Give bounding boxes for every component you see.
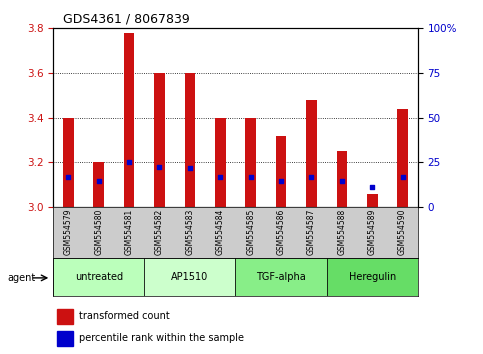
Point <box>156 164 163 170</box>
Point <box>186 165 194 171</box>
Text: GSM554585: GSM554585 <box>246 209 255 255</box>
Point <box>95 178 102 184</box>
Text: GSM554582: GSM554582 <box>155 209 164 255</box>
Bar <box>306 100 317 207</box>
Text: TGF-alpha: TGF-alpha <box>256 272 306 282</box>
Text: transformed count: transformed count <box>79 312 170 321</box>
Bar <box>398 109 408 207</box>
Text: GSM554581: GSM554581 <box>125 209 134 255</box>
Text: GSM554583: GSM554583 <box>185 209 194 255</box>
Point <box>64 174 72 180</box>
Text: GSM554589: GSM554589 <box>368 209 377 255</box>
Bar <box>327 258 418 296</box>
Text: Heregulin: Heregulin <box>349 272 396 282</box>
Bar <box>215 118 226 207</box>
Bar <box>124 33 134 207</box>
Text: GSM554587: GSM554587 <box>307 209 316 255</box>
Point <box>125 160 133 165</box>
Bar <box>185 73 195 207</box>
Text: GSM554588: GSM554588 <box>337 209 346 255</box>
Text: GSM554579: GSM554579 <box>64 209 73 255</box>
Text: GSM554590: GSM554590 <box>398 209 407 255</box>
Bar <box>144 258 236 296</box>
Bar <box>367 194 378 207</box>
Point <box>338 178 346 184</box>
Point <box>399 174 407 180</box>
Bar <box>154 73 165 207</box>
Text: AP1510: AP1510 <box>171 272 209 282</box>
Point <box>308 174 315 180</box>
Bar <box>245 118 256 207</box>
Bar <box>57 331 73 346</box>
Text: untreated: untreated <box>75 272 123 282</box>
Text: agent: agent <box>7 273 35 283</box>
Bar <box>276 136 286 207</box>
Text: percentile rank within the sample: percentile rank within the sample <box>79 333 243 343</box>
Bar <box>57 309 73 324</box>
Point <box>369 184 376 190</box>
Bar <box>337 151 347 207</box>
Text: GSM554586: GSM554586 <box>277 209 285 255</box>
Bar <box>93 162 104 207</box>
Text: GSM554584: GSM554584 <box>216 209 225 255</box>
Point <box>247 174 255 180</box>
Point <box>216 174 224 180</box>
Point <box>277 178 285 184</box>
Text: GDS4361 / 8067839: GDS4361 / 8067839 <box>63 12 189 25</box>
Bar <box>63 118 73 207</box>
Text: GSM554580: GSM554580 <box>94 209 103 255</box>
Bar <box>236 258 327 296</box>
Bar <box>53 258 144 296</box>
